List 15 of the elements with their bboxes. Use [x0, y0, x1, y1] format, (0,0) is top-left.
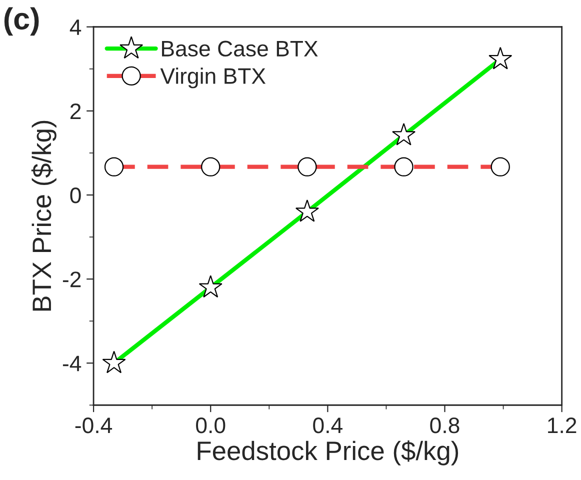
x-tick-label: 0.4	[313, 418, 342, 434]
y-tick-label: -4	[62, 356, 82, 372]
x-tick-label: -0.4	[75, 418, 112, 434]
y-tick-label: 4	[70, 20, 82, 35]
legend-label: Virgin BTX	[160, 68, 266, 88]
y-axis-title: BTX Price ($/kg)	[31, 120, 56, 311]
chart-title: (c)	[4, 7, 39, 36]
y-tick-label: 2	[70, 103, 81, 119]
x-tick-label: 0.8	[430, 418, 460, 434]
x-tick-label: 1.2	[548, 418, 576, 434]
y-tick-label: 0	[70, 188, 81, 204]
x-tick-label: 0.0	[196, 418, 226, 434]
y-tick-label: -2	[62, 272, 81, 288]
x-axis-title: Feedstock Price ($/kg)	[198, 440, 458, 466]
legend-label: Base Case BTX	[162, 40, 318, 57]
